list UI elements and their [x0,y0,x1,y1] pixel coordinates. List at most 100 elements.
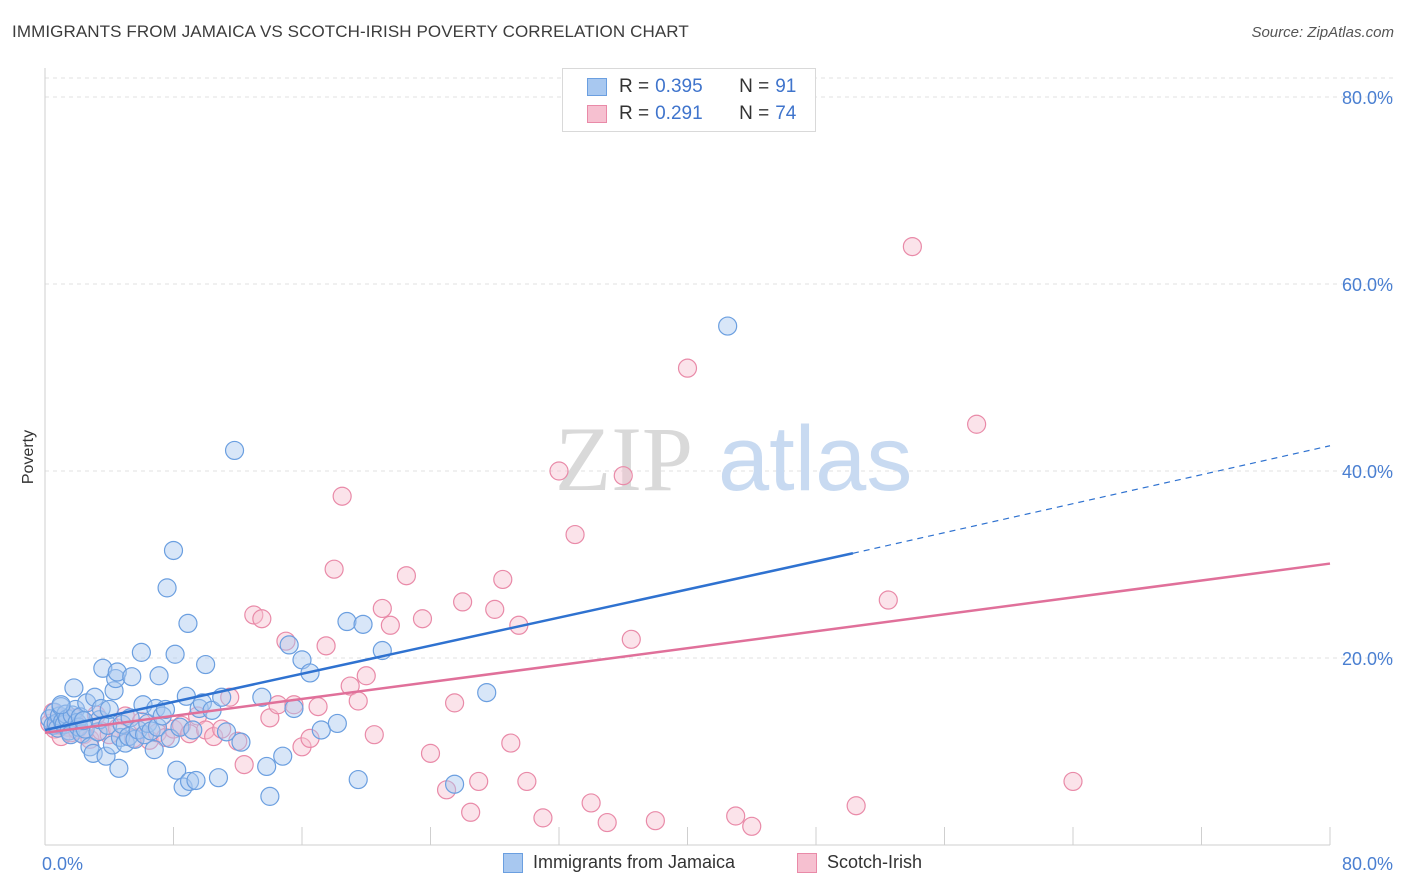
point-scotch-irish [396,566,417,586]
point-jamaica [216,722,237,742]
point-jamaica [106,668,126,689]
trend-lines [44,445,1331,735]
legend-r-label: R = [619,103,650,124]
trend-line-jamaica-extension [852,445,1331,554]
x-tick-label: 80.0% [1342,854,1393,874]
legend-row-scotch-irish: R = 0.291 N = 74 [587,101,796,127]
point-jamaica [252,687,272,707]
point-scotch-irish [461,802,481,822]
point-scotch-irish [204,726,224,747]
point-scotch-irish [234,754,254,775]
chart-title: IMMIGRANTS FROM JAMAICA VS SCOTCH-IRISH … [12,22,689,41]
y-tick-label: 20.0% [1342,649,1393,669]
point-scotch-irish [645,811,665,831]
point-scotch-irish [276,631,296,651]
point-scotch-irish [179,724,200,744]
point-jamaica [273,746,293,766]
source-label: Source: ZipAtlas.com [1251,24,1394,41]
trend-line-jamaica [44,552,854,732]
point-jamaica [107,662,127,682]
point-jamaica [224,440,245,461]
point-scotch-irish [380,615,400,635]
y-tick-label: 40.0% [1342,462,1393,482]
series-jamaica-points [40,316,738,806]
point-scotch-irish [412,609,433,629]
point-scotch-irish [1063,771,1083,792]
legend-n-value: 74 [775,103,797,124]
point-jamaica [96,746,116,766]
point-jamaica [279,635,299,655]
point-jamaica [260,786,280,806]
point-scotch-irish [621,629,641,649]
point-jamaica [109,758,129,778]
point-scotch-irish [372,598,392,619]
point-scotch-irish [565,524,585,545]
point-scotch-irish [356,666,376,686]
point-jamaica [327,713,347,734]
legend-r-label: R = [619,76,650,97]
point-jamaica [179,771,200,792]
watermark-zip: ZIP [555,408,693,510]
point-jamaica [337,611,357,632]
legend-label-scotch-irish: Scotch-Irish [827,852,923,872]
axes [44,68,1331,846]
point-jamaica [311,720,331,740]
point-jamaica [165,644,185,664]
point-jamaica [157,578,177,598]
point-jamaica [477,682,497,703]
point-scotch-irish [742,816,762,836]
point-jamaica [231,732,251,752]
legend-swatch-scotch-irish [797,852,817,873]
legend-swatch-jamaica [503,852,523,873]
point-jamaica [167,760,187,780]
point-jamaica [85,687,105,707]
point-scotch-irish [268,695,288,715]
point-scotch-irish [501,733,521,753]
point-jamaica [183,720,203,740]
point-jamaica [178,613,198,634]
point-scotch-irish [846,796,866,816]
legend-r-value: 0.395 [655,76,703,97]
point-scotch-irish [453,592,473,612]
point-scotch-irish [677,358,698,378]
point-scotch-irish [308,697,328,717]
point-jamaica [93,658,113,678]
series-legend: Immigrants from Jamaica Scotch-Irish [0,852,1406,878]
point-jamaica [163,540,184,561]
trend-line-scotch-irish [44,562,1331,735]
point-scotch-irish [220,687,240,707]
point-jamaica [122,667,142,687]
point-scotch-irish [517,771,537,792]
point-jamaica [131,642,151,662]
legend-item-scotch-irish: Scotch-Irish [797,852,922,873]
point-scotch-irish [252,609,272,629]
point-scotch-irish [469,771,489,792]
legend-n-label: N = [739,103,770,124]
point-scotch-irish [726,806,746,826]
point-jamaica [208,768,229,788]
point-scotch-irish [613,466,633,486]
legend-swatch-scotch-irish [587,105,607,123]
point-scotch-irish [340,676,360,696]
legend-label-jamaica: Immigrants from Jamaica [533,852,736,872]
point-scotch-irish [420,743,441,763]
y-tick-label: 60.0% [1342,275,1393,295]
legend-item-jamaica: Immigrants from Jamaica [503,852,735,873]
point-scotch-irish [549,461,569,481]
point-jamaica [257,756,277,777]
legend-swatch-jamaica [587,78,607,96]
point-scotch-irish [493,569,513,590]
point-jamaica [64,678,84,698]
point-scotch-irish [878,590,898,610]
point-jamaica [348,769,368,790]
point-scotch-irish [967,414,987,434]
point-scotch-irish [485,599,505,619]
point-scotch-irish [444,693,465,713]
point-jamaica [444,774,465,794]
point-scotch-irish [316,636,336,656]
point-jamaica [149,666,169,686]
watermark-atlas: atlas [718,408,912,510]
stats-legend: R = 0.395 N = 91 R = 0.291 N = 74 [562,68,816,132]
point-scotch-irish [332,486,352,506]
